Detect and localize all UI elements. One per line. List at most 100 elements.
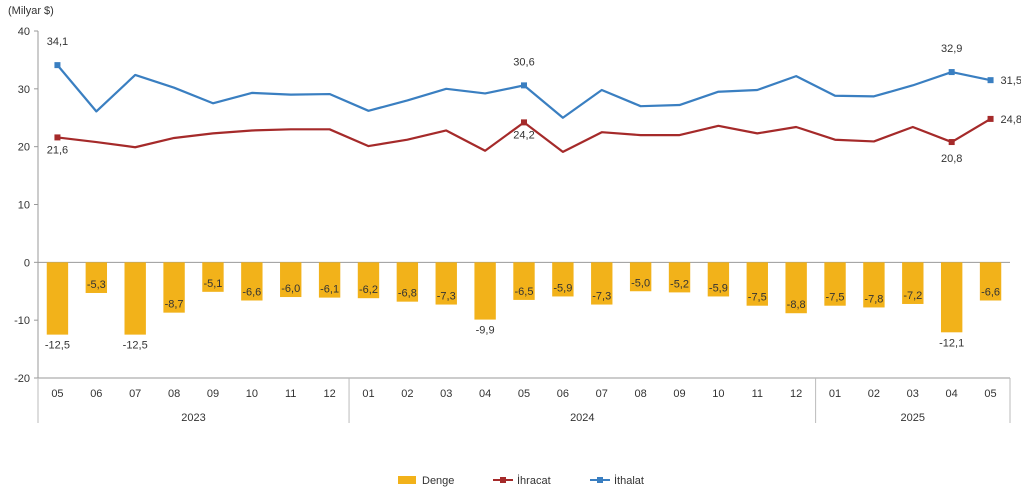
bar-denge	[280, 262, 302, 298]
x-tick-label: 02	[401, 388, 413, 400]
year-label: 2023	[181, 412, 205, 424]
legend-label: Denge	[422, 475, 454, 487]
y-axis-unit-label: (Milyar $)	[8, 5, 54, 17]
y-tick-label: 40	[18, 26, 30, 38]
y-tick-label: -10	[14, 315, 30, 327]
bar-denge	[202, 262, 224, 292]
point-ihracat	[987, 115, 994, 122]
bar-denge	[513, 262, 535, 300]
bar-data-label: -6,6	[242, 287, 261, 299]
bar-data-label: -7,3	[592, 291, 611, 303]
bar-denge	[124, 262, 146, 335]
bar-denge	[824, 262, 846, 306]
bar-denge	[940, 262, 963, 333]
bar-denge	[902, 262, 924, 304]
y-tick-label: 30	[18, 84, 30, 96]
bar-denge	[435, 262, 457, 305]
year-label: 2024	[570, 412, 594, 424]
bar-denge	[863, 262, 885, 308]
line-series	[54, 62, 994, 153]
x-tick-label: 03	[440, 388, 452, 400]
bar-denge	[46, 262, 69, 335]
line-data-label-ihracat: 20,8	[941, 153, 962, 165]
x-tick-label: 06	[557, 388, 569, 400]
legend-marker-ihracat	[500, 477, 506, 483]
point-ithalat	[987, 77, 994, 84]
line-data-label-ihracat: 24,8	[1001, 114, 1021, 126]
bar-denge	[746, 262, 768, 306]
y-tick-label: 10	[18, 200, 30, 212]
y-tick-label: -20	[14, 373, 30, 385]
bar-data-label: -7,5	[826, 292, 845, 304]
bar-denge	[629, 262, 652, 292]
line-data-label-ithalat: 32,9	[941, 43, 962, 55]
x-tick-label: 09	[207, 388, 219, 400]
x-tick-label: 11	[285, 388, 296, 400]
bar-denge	[85, 262, 108, 293]
bar-data-label: -7,2	[903, 290, 922, 302]
bar-denge	[357, 262, 380, 299]
bar-denge	[785, 262, 807, 314]
point-ihracat	[521, 119, 527, 126]
year-label: 2025	[901, 412, 925, 424]
bar-data-label: -5,9	[709, 282, 728, 294]
x-tick-label: 07	[129, 388, 141, 400]
bar-data-label: -5,9	[553, 282, 572, 294]
line-data-label-ithalat: 34,1	[47, 36, 68, 48]
bar-data-label: -5,0	[631, 277, 650, 289]
point-ithalat	[54, 62, 61, 69]
legend-marker-ithalat	[597, 477, 603, 483]
bar-denge	[707, 262, 730, 297]
x-tick-label: 08	[168, 388, 180, 400]
bar-data-label: -5,1	[203, 278, 222, 290]
point-ihracat	[54, 134, 61, 141]
line-data-label-ihracat: 21,6	[47, 144, 68, 156]
point-ihracat	[948, 139, 955, 146]
x-tick-label: 10	[246, 388, 258, 400]
x-tick-label: 04	[946, 388, 958, 400]
bar-data-label: -9,9	[476, 325, 495, 337]
legend: Denge İhracat İthalat	[398, 474, 644, 487]
x-tick-label: 05	[984, 388, 996, 400]
x-tick-label: 01	[829, 388, 841, 400]
x-axis: 05 06 07 08 09 10 11 12 01 02 03 04 05 06 07 08 09 10 11 12…	[37, 377, 1011, 424]
line-data-label-ihracat: 24,2	[513, 129, 534, 141]
x-tick-label: 03	[907, 388, 919, 400]
bar-data-label: -6,1	[320, 284, 339, 296]
x-tick-label: 08	[635, 388, 647, 400]
bar-denge	[241, 262, 263, 301]
bar-data-label: -7,3	[437, 291, 456, 303]
bar-data-label: -12,5	[45, 340, 70, 352]
x-tick-label: 12	[323, 388, 335, 400]
x-tick-label: 02	[868, 388, 880, 400]
y-tick-label: 0	[24, 257, 30, 269]
axes: 40 30 20 10 0 -10 -20	[14, 26, 1010, 385]
bar-denge	[163, 262, 185, 313]
x-tick-label: 10	[712, 388, 724, 400]
bar-data-label: -6,0	[281, 283, 300, 295]
bar-data-label: -12,1	[939, 337, 964, 349]
line-data-label-ithalat: 31,5	[1001, 75, 1021, 87]
bar-data-label: -8,8	[787, 299, 806, 311]
bar-data-label: -5,3	[87, 279, 106, 291]
bar-denge	[668, 262, 691, 293]
bar-denge	[474, 262, 496, 320]
bar-data-label: -6,6	[981, 287, 1000, 299]
bar-denge	[396, 262, 419, 302]
bar-data-label: -12,5	[123, 340, 148, 352]
data-labels: -12,5 -5,3 -12,5 -8,7 -5,1 -6,6 -6,0 -6,1 -6,2 -6…	[45, 36, 1021, 352]
bar-data-label: -7,5	[748, 292, 767, 304]
x-tick-label: 05	[518, 388, 530, 400]
bar-data-label: -6,2	[359, 284, 378, 296]
x-tick-label: 04	[479, 388, 491, 400]
bar-denge	[318, 262, 341, 298]
x-tick-label: 11	[752, 388, 763, 400]
point-ithalat	[521, 82, 527, 89]
bar-data-label: -7,8	[864, 293, 883, 305]
legend-label: İthalat	[614, 474, 644, 487]
x-tick-label: 12	[790, 388, 802, 400]
bar-denge	[979, 262, 1002, 301]
point-ithalat	[948, 69, 955, 76]
x-tick-label: 07	[596, 388, 608, 400]
